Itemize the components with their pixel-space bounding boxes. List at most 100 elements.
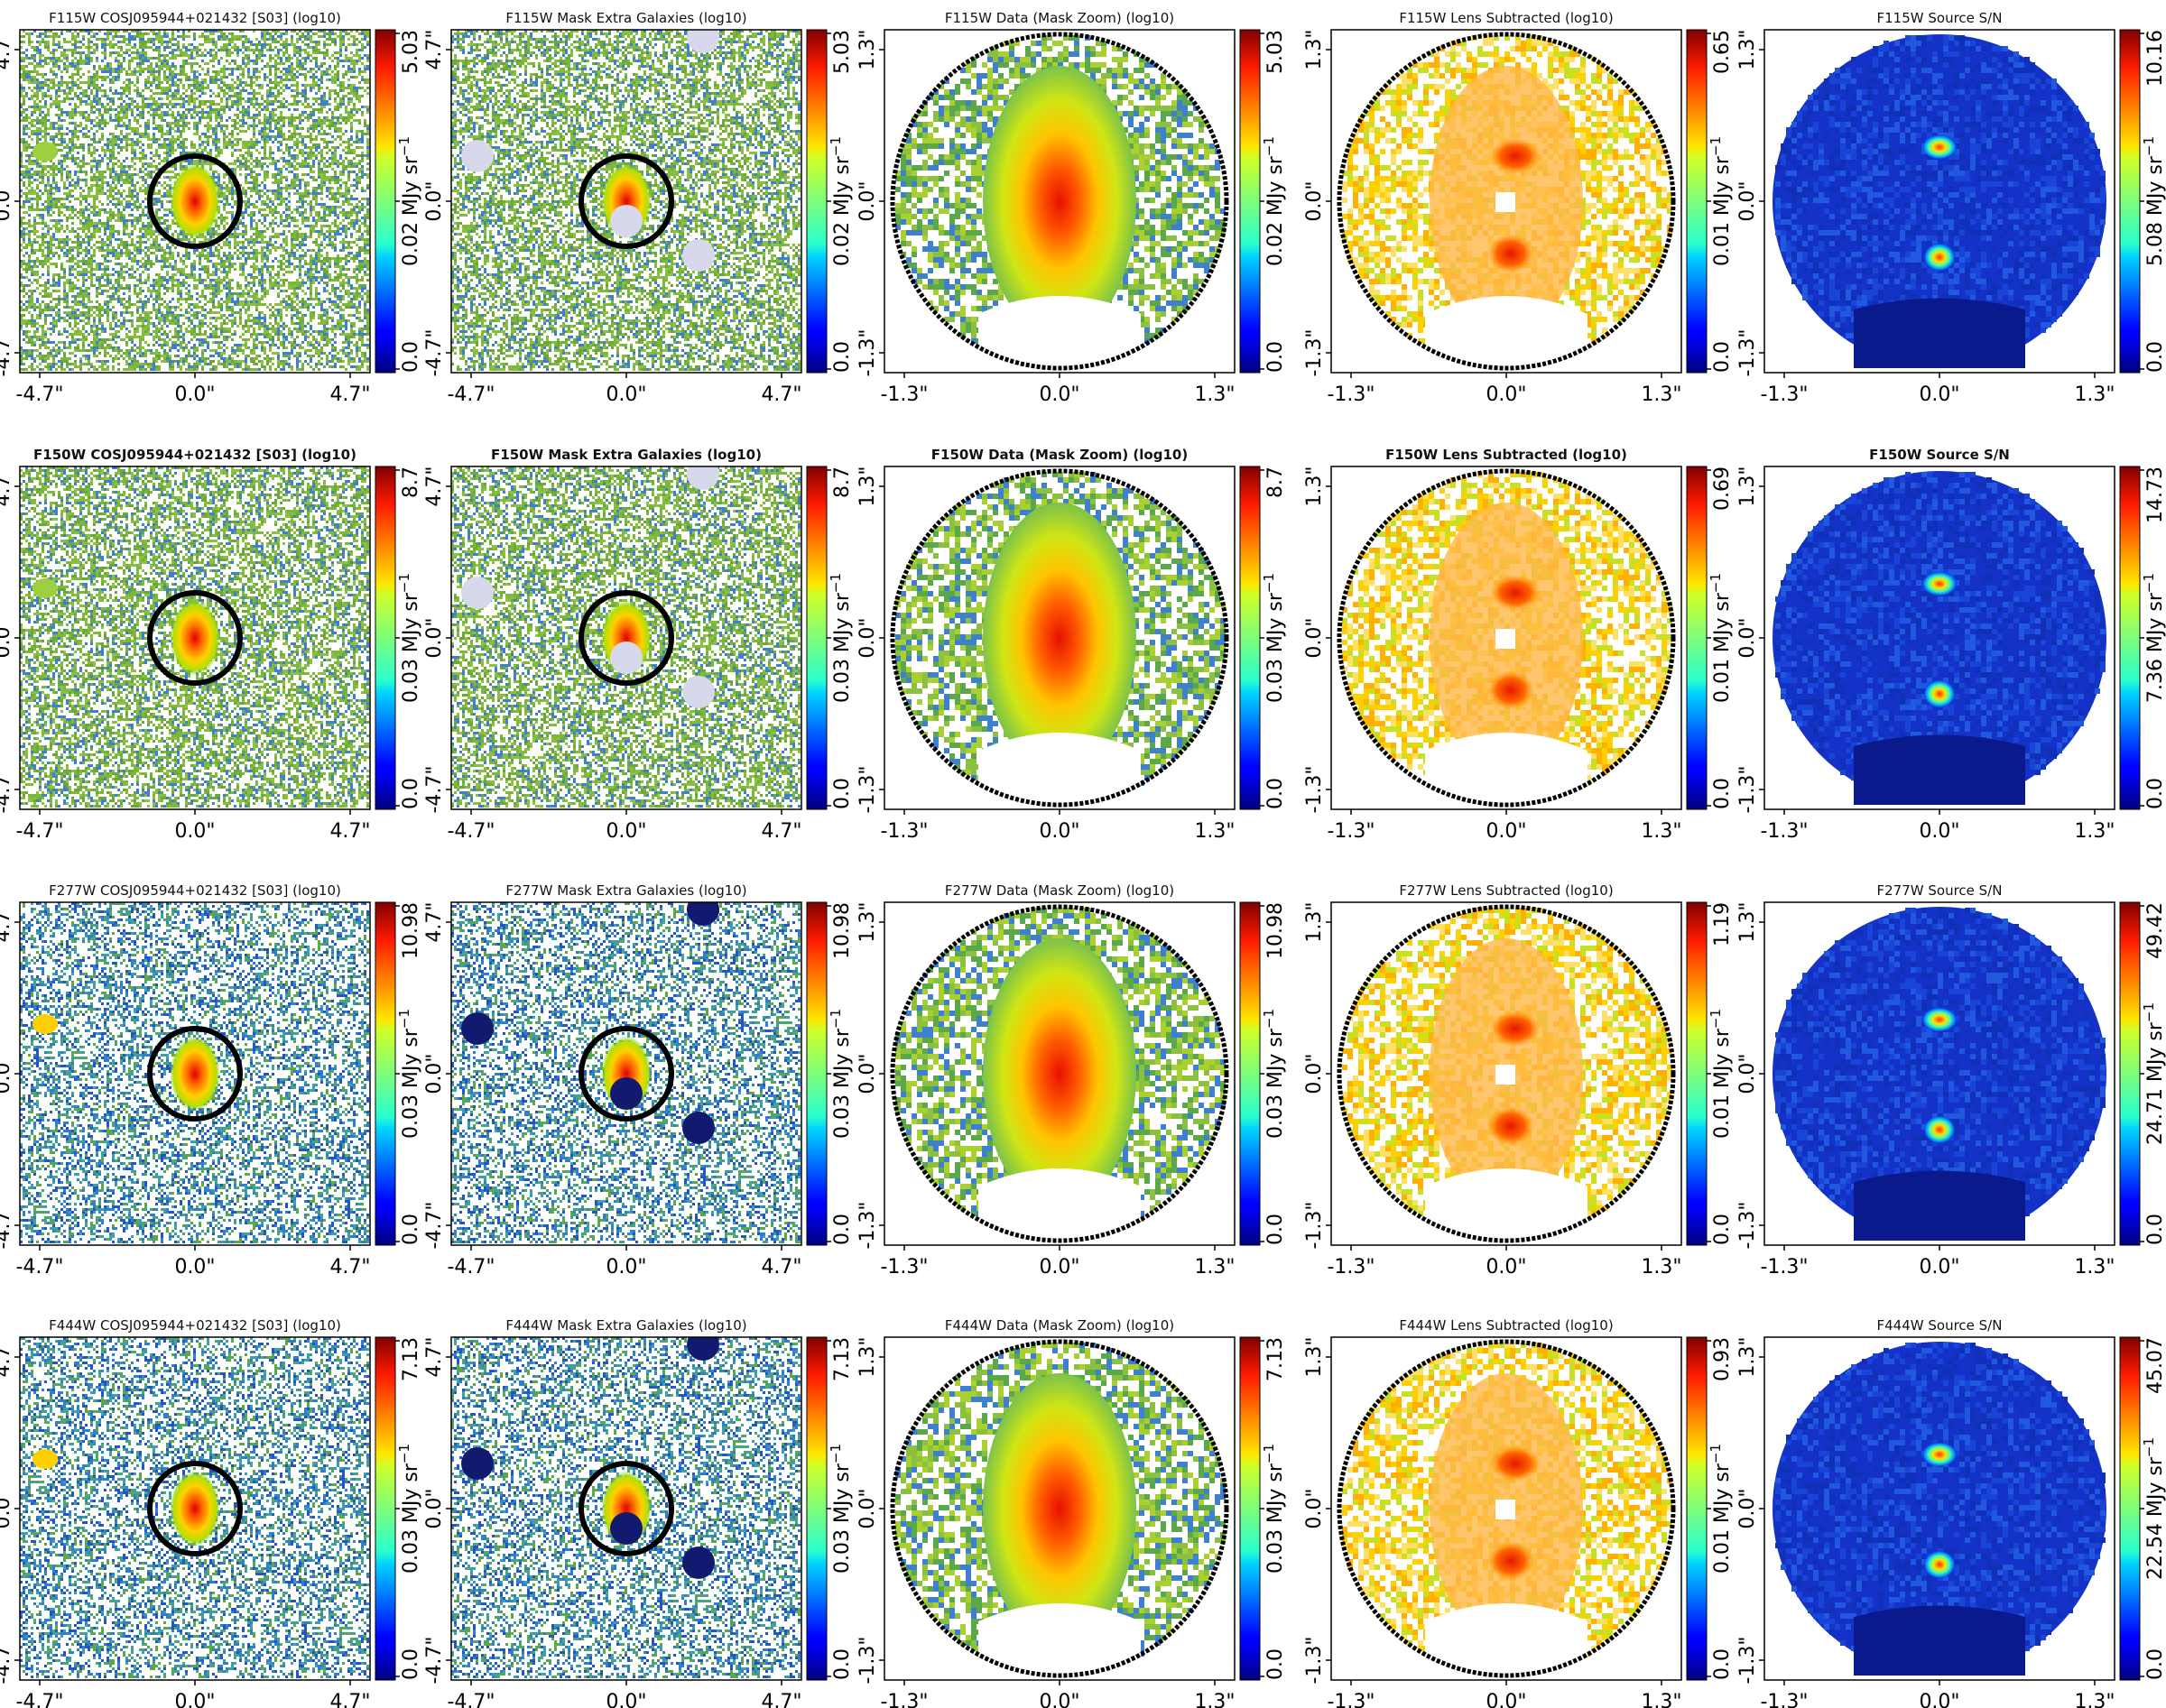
- colorbar: 0.0 8.7 0.03 MJy sr−1: [806, 466, 854, 810]
- y-tick-label: 0.0": [856, 1053, 879, 1094]
- colorbar-max-label: 0.69: [1711, 466, 1734, 511]
- lensed-arc-north: [1490, 1011, 1541, 1047]
- colorbar-gradient: [1239, 29, 1261, 374]
- colorbar-mid-label: 0.01 MJy sr−1: [1708, 1444, 1734, 1574]
- colorbar-max-label: 10.98: [1264, 902, 1287, 959]
- x-tick-label: 1.3": [2074, 383, 2115, 406]
- colorbar: 0.0 7.13 0.03 MJy sr−1: [806, 1336, 854, 1681]
- masked-region: [978, 296, 1141, 368]
- image-area: [1331, 902, 1681, 1245]
- colorbar-max-label: 7.13: [831, 1337, 854, 1381]
- colorbar-gradient: [375, 1336, 396, 1681]
- y-tick-label: -1.3": [856, 765, 879, 813]
- masked-galaxy: [461, 1447, 494, 1480]
- x-tick-label: -4.7": [447, 820, 495, 843]
- y-tick-label: 1.3": [1736, 901, 1759, 942]
- y-tick-label: 1.3": [1736, 29, 1759, 69]
- x-tick-label: 0.0": [1486, 1691, 1526, 1708]
- masked-region: [978, 1603, 1141, 1676]
- colorbar-min-label: 0.0: [400, 778, 422, 809]
- lensed-image-north: [1921, 134, 1958, 160]
- y-tick-label: -1.3": [1736, 765, 1759, 813]
- x-tick-label: -1.3": [880, 383, 928, 406]
- image-area: [451, 466, 801, 809]
- x-tick-label: 0.0": [606, 1256, 646, 1279]
- panel-sn-f444w: F444W Source S/N -1.3" 0.0" 1.3" 1.3" 0.0" -1.…: [1736, 1317, 2166, 1708]
- colorbar: 0.0 8.7 0.03 MJy sr−1: [1239, 466, 1287, 810]
- x-tick-label: -4.7": [447, 383, 495, 406]
- panel-title: F115W Lens Subtracted (log10): [1399, 10, 1613, 26]
- colorbar: 0.0 7.13 0.03 MJy sr−1: [375, 1336, 422, 1681]
- y-tick-label: 0.0": [856, 617, 879, 658]
- panel-zoom-f115w: F115W Data (Mask Zoom) (log10) -1.3" 0.0" 1…: [856, 10, 1287, 406]
- x-tick-label: 0.0": [606, 820, 646, 843]
- galaxy-light: [983, 66, 1136, 337]
- panel-data-f444w: F444W COSJ095944+021432 [S03] (log10) -4.…: [0, 1317, 422, 1708]
- panel-mask-f277w: F277W Mask Extra Galaxies (log10) -4.7" 0.…: [423, 882, 854, 1279]
- panel-lens-f277w: F277W Lens Subtracted (log10) -1.3" 0.0" 1.…: [1303, 882, 1734, 1279]
- lensed-arc-north: [1490, 138, 1541, 174]
- x-tick-label: 1.3": [2074, 1256, 2115, 1279]
- panel-title: F150W Source S/N: [1869, 447, 2010, 463]
- colorbar-min-label: 0.0: [1711, 341, 1734, 373]
- image-area: [1764, 30, 2115, 373]
- colorbar-mid-label: 0.03 MJy sr−1: [828, 1444, 854, 1574]
- colorbar-max-label: 10.16: [2144, 30, 2166, 87]
- y-tick-label: 4.7": [423, 901, 446, 942]
- image-area: [20, 1337, 370, 1680]
- panel-title: F444W Source S/N: [1877, 1317, 2003, 1334]
- colorbar-mid-label: 0.03 MJy sr−1: [396, 1444, 422, 1574]
- masked-region: [1854, 1170, 2025, 1241]
- aperture-circle: [147, 1461, 243, 1556]
- colorbar-gradient: [806, 901, 828, 1246]
- colorbar-min-label: 0.0: [831, 778, 854, 809]
- colorbar-gradient: [2119, 29, 2141, 374]
- y-tick-label: -4.7": [0, 765, 14, 813]
- colorbar-gradient: [1239, 1336, 1261, 1681]
- y-tick-label: 0.0": [423, 180, 446, 221]
- panel-title: F277W Mask Extra Galaxies (log10): [505, 882, 746, 899]
- x-tick-label: 4.7": [761, 820, 801, 843]
- colorbar-mid-label: 0.01 MJy sr−1: [1708, 136, 1734, 266]
- y-tick-label: -4.7": [423, 765, 446, 813]
- y-tick-label: -1.3": [856, 328, 879, 376]
- image-area: [1764, 1337, 2115, 1680]
- panel-title: F115W Data (Mask Zoom) (log10): [945, 10, 1174, 26]
- masked-galaxy: [682, 239, 715, 272]
- x-tick-label: -1.3": [1327, 383, 1375, 406]
- x-tick-label: -4.7": [15, 1691, 63, 1708]
- image-area: [20, 466, 370, 809]
- panel-sn-f150w: F150W Source S/N -1.3" 0.0" 1.3" 1.3" 0.0" -1.…: [1736, 447, 2166, 843]
- x-tick-label: 0.0": [1919, 1256, 1959, 1279]
- colorbar-max-label: 5.03: [400, 30, 422, 74]
- panel-mask-f444w: F444W Mask Extra Galaxies (log10) -4.7" 0.…: [423, 1317, 854, 1708]
- colorbar-min-label: 0.0: [400, 1648, 422, 1680]
- colorbar: 0.0 45.07 22.54 MJy sr−1: [2119, 1336, 2166, 1681]
- panel-title: F277W Lens Subtracted (log10): [1399, 882, 1613, 899]
- panel-lens-f444w: F444W Lens Subtracted (log10) -1.3" 0.0" 1.…: [1303, 1317, 1734, 1708]
- x-tick-label: 4.7": [329, 820, 370, 843]
- colorbar-mid-label: 5.08 MJy sr−1: [2141, 136, 2166, 266]
- mask-boundary: [890, 468, 1229, 808]
- y-tick-label: 0.0": [1303, 617, 1326, 658]
- colorbar-gradient: [1686, 1336, 1708, 1681]
- y-tick-label: 1.3": [856, 1336, 879, 1377]
- galaxy-light: [983, 938, 1136, 1209]
- lensed-arc-south: [1487, 670, 1534, 710]
- panel-sn-f115w: F115W Source S/N -1.3" 0.0" 1.3" 1.3" 0.0" -1.…: [1736, 10, 2166, 406]
- panel-title: F444W Mask Extra Galaxies (log10): [505, 1317, 746, 1334]
- colorbar-min-label: 0.0: [400, 1214, 422, 1245]
- panel-data-f277w: F277W COSJ095944+021432 [S03] (log10) -4.…: [0, 882, 422, 1279]
- colorbar-min-label: 0.0: [1711, 778, 1734, 809]
- x-tick-label: 0.0": [174, 1256, 215, 1279]
- colorbar: 0.0 8.7 0.03 MJy sr−1: [375, 466, 422, 810]
- panel-grid: F115W COSJ095944+021432 [S03] (log10) -4.…: [0, 10, 2166, 1708]
- residual-gap: [1495, 1500, 1515, 1519]
- y-tick-label: -1.3": [1303, 765, 1326, 813]
- aperture-circle: [147, 590, 243, 686]
- x-tick-label: 0.0": [606, 1691, 646, 1708]
- colorbar-mid-label: 0.02 MJy sr−1: [396, 136, 422, 266]
- image-area: [884, 902, 1235, 1245]
- y-tick-label: -1.3": [1303, 328, 1326, 376]
- panel-title: F150W COSJ095944+021432 [S03] (log10): [33, 447, 356, 463]
